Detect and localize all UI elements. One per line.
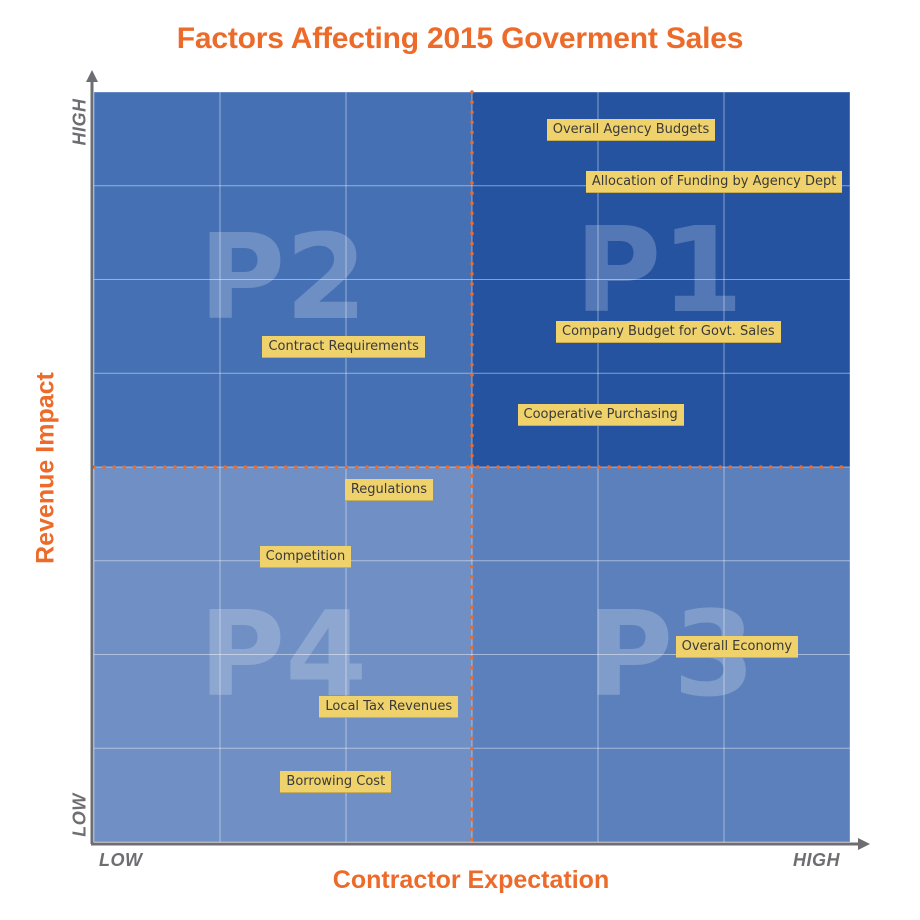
factor-label: Regulations [344,478,434,501]
chart-title: Factors Affecting 2015 Goverment Sales [176,22,744,55]
x-tick-high: HIGH [793,850,840,870]
x-tick-low: LOW [99,850,143,870]
factor-label: Competition [259,546,352,568]
quadrant-watermark-p1: P1 [575,201,744,339]
factor-label: Allocation of Funding by Agency Dept [585,171,843,193]
factor-label: Contract Requirements [262,336,425,358]
factor-label: Company Budget for Govt. Sales [556,321,781,343]
quadrant-p2 [94,92,472,467]
x-axis-arrow-icon [858,838,870,850]
y-axis-arrow-icon [86,70,98,82]
factor-label: Borrowing Cost [280,771,392,793]
x-axis-label: Contractor Expectation [332,866,610,894]
factor-label: Overall Economy [675,636,799,658]
factor-label: Overall Agency Budgets [546,118,716,141]
factor-label: Cooperative Purchasing [517,403,684,426]
factor-label: Local Tax Revenues [319,696,459,718]
quadrant-watermark-p2: P2 [199,208,368,346]
